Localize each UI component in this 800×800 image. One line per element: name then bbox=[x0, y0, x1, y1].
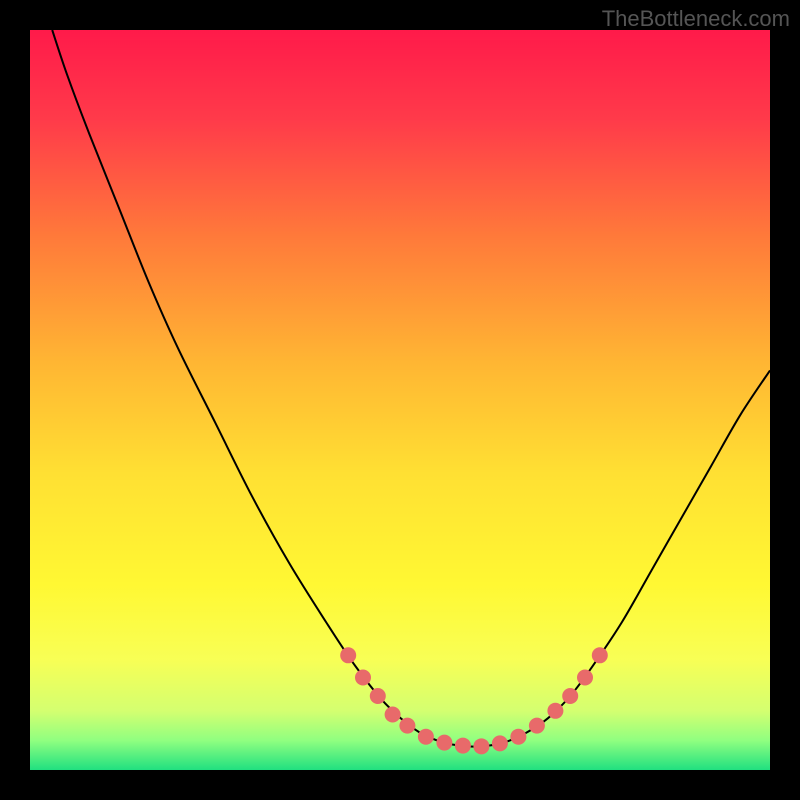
curve-marker bbox=[529, 718, 545, 734]
curve-marker bbox=[562, 688, 578, 704]
curve-marker bbox=[473, 738, 489, 754]
curve-marker bbox=[436, 735, 452, 751]
curve-marker bbox=[355, 670, 371, 686]
curve-marker bbox=[577, 670, 593, 686]
curve-marker bbox=[455, 738, 471, 754]
chart-container bbox=[0, 0, 800, 800]
curve-marker bbox=[592, 647, 608, 663]
curve-marker bbox=[370, 688, 386, 704]
curve-marker bbox=[399, 718, 415, 734]
bottleneck-chart bbox=[0, 0, 800, 800]
curve-marker bbox=[492, 735, 508, 751]
curve-marker bbox=[547, 703, 563, 719]
curve-marker bbox=[385, 707, 401, 723]
curve-marker bbox=[340, 647, 356, 663]
watermark-text: TheBottleneck.com bbox=[602, 6, 790, 32]
curve-marker bbox=[510, 729, 526, 745]
curve-marker bbox=[418, 729, 434, 745]
